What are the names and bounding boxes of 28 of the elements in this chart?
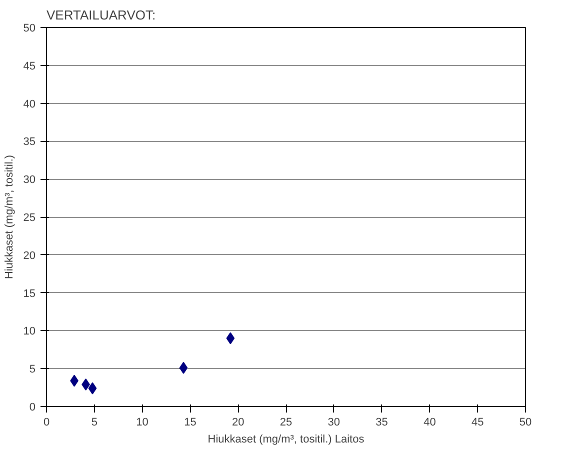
point (88, 382, 97, 394)
y-tick-label: 20 (23, 250, 36, 262)
x-tick-label: 5 (91, 416, 98, 428)
x-tick-label: 45 (471, 416, 484, 428)
y-tick-label: 45 (23, 60, 36, 72)
y-tick-label: 50 (23, 22, 36, 34)
x-tick-label: 10 (136, 416, 148, 428)
x-tick-label: 30 (328, 416, 340, 428)
y-tick-label: 35 (23, 136, 36, 148)
y-tick-label: 15 (23, 288, 36, 300)
y-axis-title: Hiukkaset (mg/m³, tositil.) (3, 154, 16, 280)
chart-title: VERTAILUARVOT: (46, 8, 156, 22)
y-tick-label: 30 (23, 174, 36, 186)
y-tick-label: 10 (23, 326, 36, 338)
x-tick-label: 50 (519, 416, 532, 428)
x-tick-label: 20 (232, 416, 244, 428)
x-tick-label: 0 (43, 416, 50, 428)
y-tick-label: 40 (23, 98, 36, 110)
x-axis-title: Hiukkaset (mg/m³, tositil.) Laitos (208, 434, 365, 446)
x-tick-label: 15 (184, 416, 196, 428)
x-tick-label: 40 (424, 416, 436, 428)
y-tick-label: 25 (23, 212, 36, 224)
point (179, 362, 188, 374)
y-tick-label: 5 (29, 364, 36, 376)
y-tick-label: 0 (29, 402, 36, 414)
x-tick-label: 35 (376, 416, 388, 428)
x-tick-label: 25 (280, 416, 292, 428)
point (226, 332, 235, 344)
